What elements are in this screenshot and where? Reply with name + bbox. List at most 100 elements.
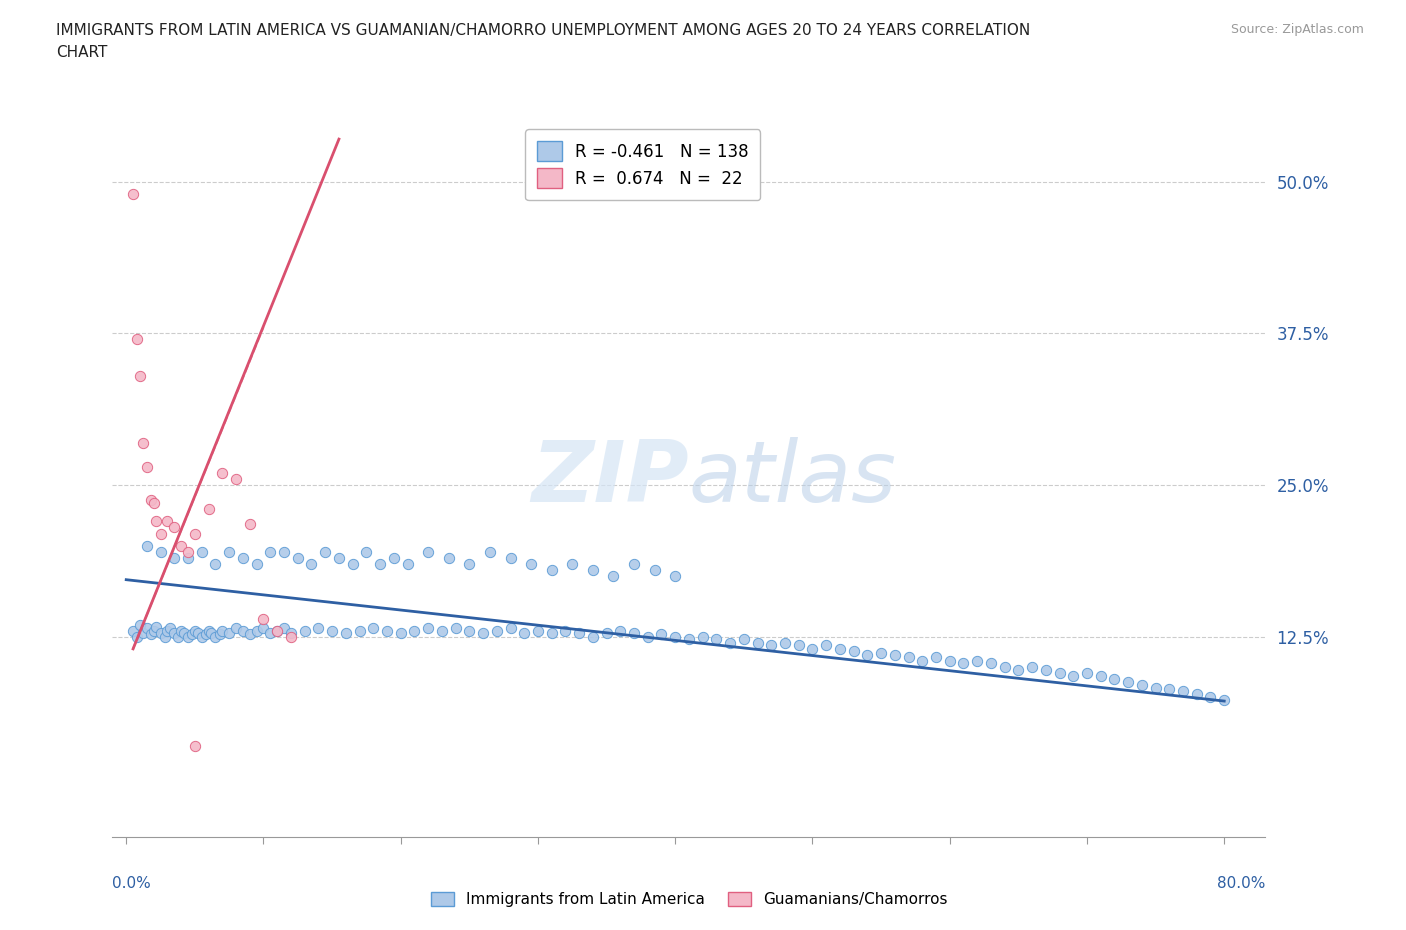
Point [609, 623, 631, 638]
Point [131, 626, 153, 641]
Point [1159, 682, 1181, 697]
Text: ZIP: ZIP [531, 437, 689, 521]
Point [294, 623, 316, 638]
Point [540, 626, 562, 641]
Point [218, 626, 240, 641]
Point [692, 630, 714, 644]
Point [252, 611, 274, 626]
Point [127, 332, 149, 347]
Point [513, 626, 536, 641]
Legend: Immigrants from Latin America, Guamanians/Chamorros: Immigrants from Latin America, Guamanian… [425, 885, 953, 913]
Point [131, 435, 153, 450]
Point [156, 623, 179, 638]
Point [167, 630, 190, 644]
Point [1062, 668, 1084, 683]
Point [307, 621, 329, 636]
Point [678, 631, 700, 646]
Point [870, 645, 893, 660]
Point [1213, 693, 1236, 708]
Point [1035, 662, 1057, 677]
Point [211, 465, 233, 480]
Point [582, 630, 605, 644]
Point [153, 630, 176, 644]
Point [356, 544, 378, 559]
Point [170, 623, 193, 638]
Point [856, 647, 879, 662]
Point [472, 626, 495, 641]
Point [159, 621, 181, 636]
Point [239, 516, 262, 531]
Point [127, 630, 149, 644]
Point [145, 514, 167, 529]
Point [499, 621, 522, 636]
Point [1130, 678, 1153, 693]
Point [404, 623, 426, 638]
Point [375, 623, 398, 638]
Point [389, 626, 412, 641]
Point [747, 635, 769, 650]
Point [925, 650, 948, 665]
Text: Source: ZipAtlas.com: Source: ZipAtlas.com [1230, 23, 1364, 36]
Point [458, 623, 481, 638]
Point [211, 623, 233, 638]
Point [156, 514, 179, 529]
Point [644, 563, 666, 578]
Point [664, 630, 686, 644]
Point [520, 556, 543, 571]
Point [194, 627, 217, 642]
Point [149, 626, 172, 641]
Point [266, 623, 288, 638]
Point [246, 556, 269, 571]
Point [499, 551, 522, 565]
Point [815, 638, 838, 653]
Point [437, 551, 460, 565]
Point [149, 544, 172, 559]
Point [163, 551, 186, 565]
Point [135, 621, 157, 636]
Point [301, 556, 323, 571]
Point [561, 556, 583, 571]
Point [382, 551, 405, 565]
Point [602, 568, 624, 583]
Point [314, 544, 336, 559]
Point [801, 642, 824, 657]
Legend: R = -0.461   N = 138, R =  0.674   N =  22: R = -0.461 N = 138, R = 0.674 N = 22 [526, 129, 761, 200]
Point [139, 492, 162, 507]
Point [335, 626, 357, 641]
Point [718, 635, 741, 650]
Point [361, 621, 384, 636]
Point [187, 626, 209, 641]
Point [259, 544, 281, 559]
Point [225, 472, 247, 486]
Point [485, 623, 508, 638]
Point [232, 551, 254, 565]
Point [733, 631, 755, 646]
Point [994, 659, 1017, 674]
Point [287, 551, 309, 565]
Point [595, 626, 617, 641]
Point [842, 644, 865, 658]
Point [273, 621, 295, 636]
Point [173, 626, 195, 641]
Point [418, 544, 440, 559]
Point [204, 630, 226, 644]
Point [190, 630, 212, 644]
Text: IMMIGRANTS FROM LATIN AMERICA VS GUAMANIAN/CHAMORRO UNEMPLOYMENT AMONG AGES 20 T: IMMIGRANTS FROM LATIN AMERICA VS GUAMANI… [56, 23, 1031, 38]
Point [478, 544, 501, 559]
Point [761, 638, 783, 653]
Point [142, 623, 165, 638]
Point [190, 544, 212, 559]
Point [280, 630, 302, 644]
Point [368, 556, 391, 571]
Point [225, 621, 247, 636]
Point [170, 538, 193, 553]
Point [259, 626, 281, 641]
Point [149, 526, 172, 541]
Point [1021, 659, 1043, 674]
Point [184, 526, 207, 541]
Point [706, 631, 728, 646]
Point [129, 368, 152, 383]
Point [1199, 690, 1222, 705]
Point [458, 556, 481, 571]
Point [208, 627, 231, 642]
